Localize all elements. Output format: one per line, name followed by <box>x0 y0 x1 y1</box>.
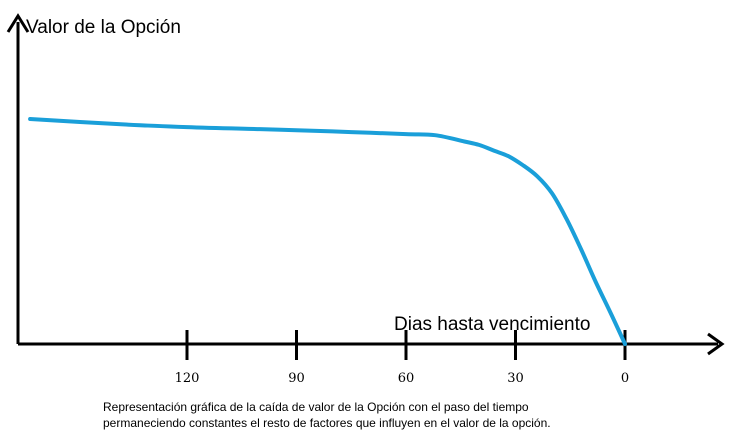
x-tick-label: 120 <box>175 371 200 386</box>
y-axis-arrowhead <box>6 13 30 33</box>
caption-line-2: permaneciendo constantes el resto de fac… <box>103 416 551 430</box>
x-axis-title: Dias hasta vencimiento <box>394 314 590 335</box>
x-tick-label: 60 <box>398 371 415 386</box>
x-axis-arrowhead <box>707 332 725 356</box>
caption-line-1: Representación gráfica de la caída de va… <box>103 400 529 414</box>
series-layer <box>28 117 627 346</box>
y-axis-title: Valor de la Opción <box>26 17 181 38</box>
x-tick-label: 0 <box>621 371 629 386</box>
series-line <box>28 117 627 346</box>
x-tick-label: 30 <box>507 371 524 386</box>
chart-caption: Representación gráfica de la caída de va… <box>103 399 663 431</box>
x-tick-label: 90 <box>288 371 305 386</box>
x-ticks: 120 90 60 30 0 <box>175 330 629 386</box>
